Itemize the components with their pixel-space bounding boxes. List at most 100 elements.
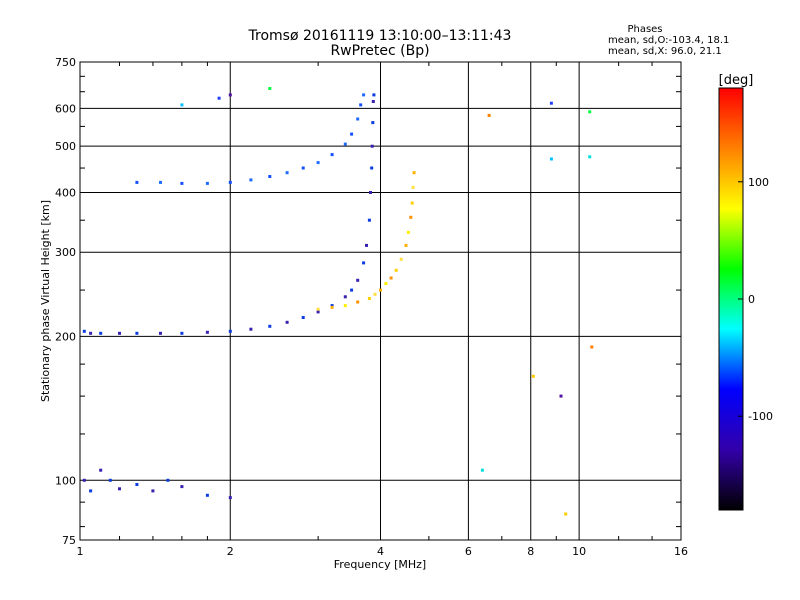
data-point [166, 478, 170, 482]
stats-line-o: mean, sd,O:-103.4, 18.1 [608, 35, 729, 46]
data-point [590, 345, 594, 349]
x-tick-label: 4 [377, 545, 384, 558]
data-point [228, 180, 232, 184]
data-point [89, 489, 93, 493]
data-point [549, 157, 553, 161]
x-tick-label: 10 [572, 545, 586, 558]
x-axis: 1 2 4 6 8 10 16 [77, 62, 688, 558]
data-point [135, 331, 139, 335]
data-points [82, 87, 594, 516]
stats-heading: Phases [627, 24, 662, 35]
data-point [399, 257, 403, 261]
data-point [228, 496, 232, 500]
data-point [367, 297, 371, 300]
data-point [372, 93, 376, 97]
y-tick-label: 300 [55, 246, 76, 259]
data-point [180, 181, 184, 185]
data-point [549, 101, 553, 105]
x-tick-label: 6 [465, 545, 472, 558]
data-point [118, 331, 121, 335]
data-point [350, 288, 354, 292]
data-point [99, 468, 103, 472]
data-point [371, 100, 375, 103]
data-point [411, 185, 415, 189]
data-point [285, 171, 289, 175]
data-point [159, 180, 162, 184]
y-tick-label: 750 [55, 56, 76, 69]
data-point [362, 93, 366, 97]
data-point [151, 489, 155, 493]
data-point [404, 243, 408, 247]
y-tick-label: 200 [55, 330, 76, 343]
data-point [343, 304, 347, 308]
data-point [531, 374, 535, 378]
data-point [330, 305, 334, 309]
data-point [394, 268, 398, 272]
data-point [409, 215, 413, 219]
colorbar-tick-label: -100 [748, 410, 773, 423]
data-point [356, 300, 360, 304]
chart-title: Tromsø 20161119 13:10:00–13:11:43 [248, 28, 512, 44]
data-point [412, 171, 416, 175]
data-point [369, 191, 372, 194]
data-point [384, 282, 388, 285]
data-point [406, 230, 410, 234]
x-axis-label: Frequency [MHz] [334, 558, 426, 571]
data-point [159, 331, 162, 335]
data-point [389, 276, 393, 280]
data-point [249, 178, 253, 182]
data-point [89, 331, 93, 335]
data-point [99, 331, 103, 335]
data-point [330, 153, 334, 157]
colorbar-tick-label: 100 [748, 176, 769, 189]
data-point [588, 155, 592, 159]
data-point [316, 307, 320, 311]
x-tick-label: 2 [227, 545, 234, 558]
y-tick-label: 600 [55, 102, 76, 115]
data-point [343, 295, 347, 299]
data-point [285, 320, 289, 324]
data-point [330, 304, 334, 308]
data-point [316, 161, 320, 165]
chart-subtitle: RwPretec (Bp) [330, 43, 429, 59]
data-point [564, 512, 568, 516]
x-tick-label: 16 [674, 545, 688, 558]
data-point [180, 485, 184, 489]
data-point [487, 113, 491, 117]
data-point [301, 316, 305, 319]
data-point [217, 96, 221, 100]
colorbar-title: [deg] [719, 73, 754, 88]
plot-frame [79, 61, 682, 541]
data-point [180, 331, 184, 335]
data-point [356, 117, 360, 121]
data-point [356, 278, 360, 282]
data-point [180, 103, 184, 107]
data-point [343, 142, 347, 146]
data-point [268, 87, 272, 90]
data-point [205, 330, 209, 334]
data-point [82, 329, 86, 333]
data-point [367, 218, 371, 222]
data-point [118, 487, 121, 491]
y-axis: 75 100 200 300 400 500 600 750 [55, 56, 681, 547]
data-point [371, 121, 375, 125]
y-axis-label: Stationary phase Virtual Height [km] [39, 200, 52, 402]
y-tick-label: 75 [62, 534, 76, 547]
data-point [82, 478, 86, 482]
x-tick-label: 1 [77, 545, 84, 558]
stats-line-x: mean, sd,X: 96.0, 21.1 [608, 46, 722, 57]
data-point [365, 243, 368, 247]
y-tick-label: 100 [55, 474, 76, 487]
data-point [362, 261, 366, 265]
data-point [316, 310, 320, 314]
data-point [301, 166, 305, 170]
data-point [249, 327, 253, 331]
data-point [379, 288, 382, 292]
data-point [228, 93, 232, 97]
data-point [588, 110, 592, 114]
data-point [373, 292, 377, 296]
data-point [135, 180, 139, 184]
data-point [370, 144, 374, 148]
data-point [370, 166, 374, 170]
